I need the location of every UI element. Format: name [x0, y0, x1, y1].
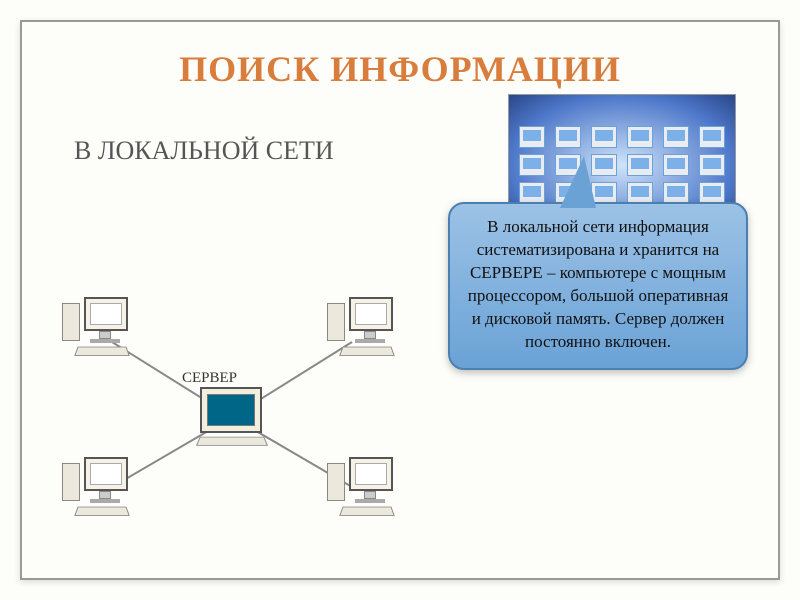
- mini-pc-icon: [555, 126, 581, 148]
- callout-text: В локальной сети информация систематизир…: [462, 216, 734, 354]
- mini-pc-icon: [699, 154, 725, 176]
- mini-pc-icon: [519, 182, 545, 204]
- mini-pc-icon: [627, 182, 653, 204]
- server-label: СЕРВЕР: [182, 370, 237, 387]
- slide-frame: ПОИСК ИНФОРМАЦИИ В ЛОКАЛЬНОЙ СЕТИ СЕРВЕР…: [20, 20, 780, 580]
- mini-pc-icon: [519, 154, 545, 176]
- network-diagram: СЕРВЕР: [42, 277, 422, 537]
- client-pc-2: [327, 297, 397, 365]
- mini-pc-icon: [519, 126, 545, 148]
- mini-pc-icon: [699, 182, 725, 204]
- mini-pc-icon: [663, 154, 689, 176]
- server-node: [192, 387, 272, 449]
- mini-pc-icon: [627, 154, 653, 176]
- client-pc-1: [62, 297, 132, 365]
- mini-pc-icon: [591, 126, 617, 148]
- client-pc-4: [327, 457, 397, 525]
- page-title: ПОИСК ИНФОРМАЦИИ: [52, 48, 748, 90]
- mini-pc-icon: [627, 126, 653, 148]
- callout-bubble: В локальной сети информация систематизир…: [448, 202, 748, 370]
- mini-pc-icon: [663, 126, 689, 148]
- client-pc-3: [62, 457, 132, 525]
- mini-pc-icon: [663, 182, 689, 204]
- mini-pc-icon: [699, 126, 725, 148]
